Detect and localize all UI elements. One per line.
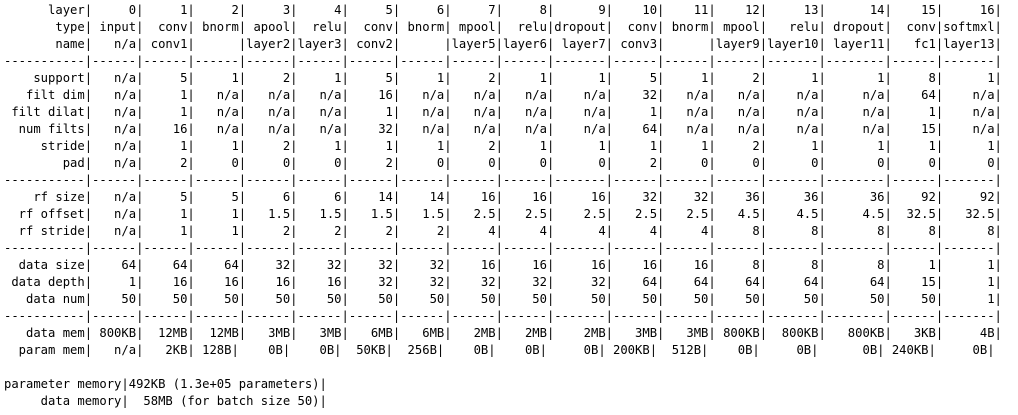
row-data-num: data num| 50| 50| 50| 50| 50| 50| 50| 50… [4, 292, 1002, 306]
row-rf-size: rf size| n/a| 5| 5| 6| 6| 14| 14| 16| 16… [4, 190, 1002, 204]
row-filt-dilat: filt dilat| n/a| 1| n/a| n/a| n/a| 1| n/… [4, 105, 1002, 119]
row-data-depth: data depth| 1| 16| 16| 16| 16| 32| 32| 3… [4, 275, 1002, 289]
row-data-size: data size| 64| 64| 64| 32| 32| 32| 32| 1… [4, 258, 1002, 272]
row-stride: stride| n/a| 1| 1| 2| 1| 1| 1| 2| 1| 1| … [4, 139, 1002, 153]
row-param-mem: param mem| n/a| 2KB| 128B| 0B| 0B| 50KB|… [4, 343, 995, 357]
separator-row: -----------|------|------|------|------|… [4, 309, 1002, 323]
row-filt-dim: filt dim| n/a| 1| n/a| n/a| n/a| 16| n/a… [4, 88, 1002, 102]
row-data-mem: data mem| 800KB| 12MB| 12MB| 3MB| 3MB| 6… [4, 326, 1002, 340]
terminal-output: layer| 0| 1| 2| 3| 4| 5| 6| 7| 8| 9| 10|… [4, 2, 1002, 410]
separator-row: -----------|------|------|------|------|… [4, 241, 1002, 255]
summary-data-memory: data memory| 58MB (for batch size 50)| [4, 394, 327, 408]
separator-row: -----------|------|------|------|------|… [4, 173, 1002, 187]
separator-row: -----------|------|------|------|------|… [4, 54, 1002, 68]
row-rf-stride: rf stride| n/a| 1| 1| 2| 2| 2| 2| 4| 4| … [4, 224, 1002, 238]
row-num-filts: num filts| n/a| 16| n/a| n/a| n/a| 32| n… [4, 122, 1002, 136]
row-support: support| n/a| 5| 1| 2| 1| 5| 1| 2| 1| 1|… [4, 71, 1002, 85]
row-rf-offset: rf offset| n/a| 1| 1| 1.5| 1.5| 1.5| 1.5… [4, 207, 1002, 221]
header-row-name: name| n/a| conv1| |layer2|layer3| conv2|… [4, 37, 1002, 51]
summary-parameter-memory: parameter memory|492KB (1.3e+05 paramete… [4, 377, 327, 391]
header-row-type: type| input| conv| bnorm| apool| relu| c… [4, 20, 1002, 34]
header-row-layer: layer| 0| 1| 2| 3| 4| 5| 6| 7| 8| 9| 10|… [4, 3, 1002, 17]
blank-line [4, 359, 1002, 376]
row-pad: pad| n/a| 2| 0| 0| 0| 2| 0| 0| 0| 0| 2| … [4, 156, 1002, 170]
